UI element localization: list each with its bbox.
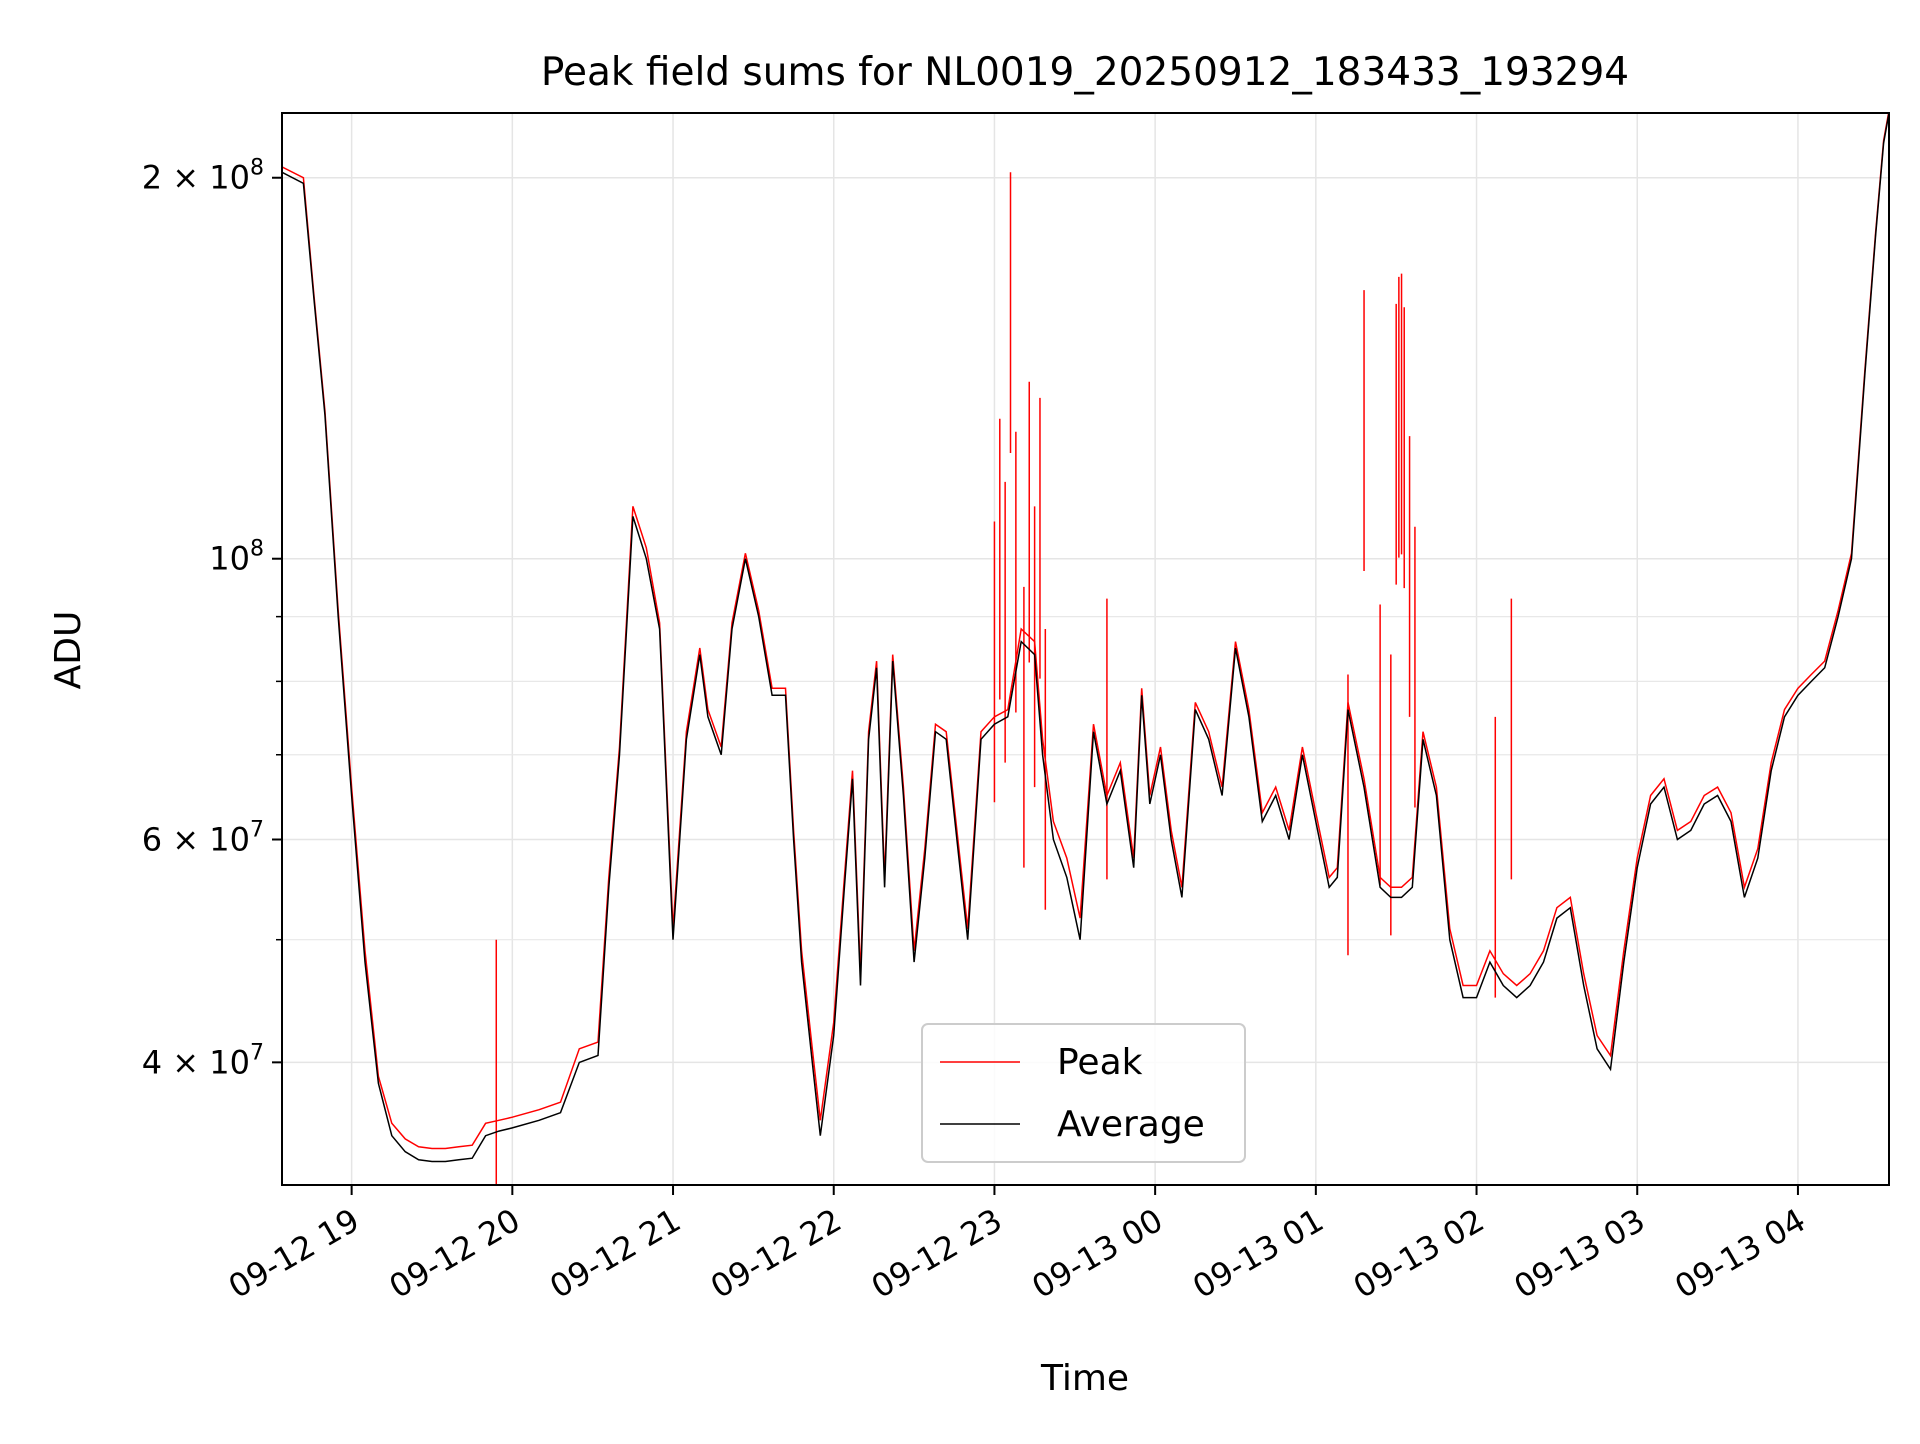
peak-series-line — [282, 113, 1889, 1150]
legend: Peak Average — [921, 1023, 1246, 1163]
legend-label-peak: Peak — [1057, 1042, 1143, 1083]
legend-box — [921, 1023, 1246, 1163]
y-tick-label: 2 × 108 — [142, 156, 264, 197]
chart-title: Peak field sums for NL0019_20250912_1834… — [541, 50, 1629, 95]
x-axis-label: Time — [1040, 1358, 1129, 1399]
y-tick-label: 108 — [209, 537, 264, 578]
series-layer — [282, 113, 1889, 1185]
legend-label-average: Average — [1057, 1104, 1205, 1145]
y-axis-label: ADU — [48, 611, 89, 690]
plot-frame — [281, 112, 1890, 1186]
y-tick-label: 6 × 107 — [142, 817, 264, 858]
y-tick-label: 4 × 107 — [142, 1040, 264, 1081]
average-series-line — [282, 113, 1889, 1163]
